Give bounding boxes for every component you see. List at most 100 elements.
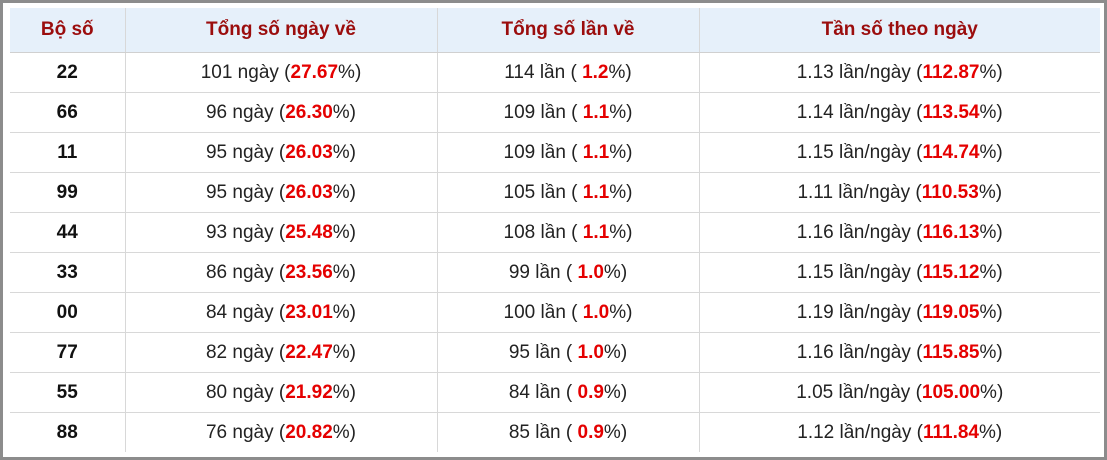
cell-text: 108 lần ( — [503, 221, 583, 243]
cell-text: 1.16 lần/ngày ( — [796, 341, 923, 363]
percent-value: 26.30 — [285, 101, 333, 123]
cell-text: %) — [609, 141, 633, 163]
stat-cell: 84 lần ( 0.9%) — [437, 372, 700, 413]
cell-text: %) — [979, 421, 1003, 443]
cell-text: %) — [979, 61, 1003, 83]
table-row: 99 95 ngày (26.03%) 105 lần ( 1.1%) 1.11 lầ… — [10, 172, 1100, 213]
percent-value: 1.1 — [582, 101, 610, 123]
percent-value: 21.92 — [285, 381, 333, 403]
percent-value: 26.03 — [285, 141, 333, 163]
column-header: Bộ số — [10, 8, 126, 53]
percent-value: 111.84 — [922, 421, 979, 443]
stat-cell: 96 ngày (26.30%) — [125, 92, 438, 133]
percent-value: 1.0 — [577, 261, 604, 283]
cell-text: 84 lần ( — [508, 381, 578, 403]
stat-cell: 95 ngày (26.03%) — [125, 132, 438, 173]
stat-cell: 85 lần ( 0.9%) — [437, 412, 700, 452]
percent-value: 115.12 — [922, 261, 980, 283]
stat-cell: 1.14 lần/ngày (113.54%) — [699, 92, 1100, 133]
cell-text: %) — [332, 261, 356, 283]
percent-value: 0.9 — [577, 421, 604, 443]
table-body: 22 101 ngày (27.67%) 114 lần ( 1.2%) 1.13 l… — [10, 52, 1100, 453]
number-pair: 33 — [10, 252, 126, 293]
cell-text: 85 lần ( — [508, 421, 578, 443]
percent-value: 23.01 — [285, 301, 333, 323]
cell-text: %) — [979, 301, 1003, 323]
stat-cell: 1.12 lần/ngày (111.84%) — [699, 413, 1100, 453]
stat-cell: 1.11 lần/ngày (110.53%) — [699, 172, 1100, 213]
cell-text: %) — [979, 101, 1003, 123]
cell-text: 1.12 lần/ngày ( — [797, 421, 923, 443]
cell-text: 95 lần ( — [508, 341, 578, 363]
cell-text: %) — [332, 421, 356, 443]
percent-value: 25.48 — [285, 221, 333, 243]
cell-text: 95 ngày ( — [205, 141, 286, 163]
cell-text: %) — [332, 141, 356, 163]
cell-text: 1.15 lần/ngày ( — [796, 141, 923, 163]
table-row: 22 101 ngày (27.67%) 114 lần ( 1.2%) 1.13 l… — [10, 52, 1100, 93]
number-pair: 88 — [10, 412, 126, 452]
table-row: 55 80 ngày (21.92%) 84 lần ( 0.9%) 1.05 lần… — [10, 372, 1100, 413]
cell-text: 114 lần ( — [504, 61, 583, 83]
stat-cell: 1.15 lần/ngày (114.74%) — [699, 132, 1100, 173]
number-pair: 55 — [10, 372, 126, 413]
cell-text: 100 lần ( — [503, 301, 583, 323]
cell-text: %) — [603, 421, 628, 443]
table-row: 66 96 ngày (26.30%) 109 lần ( 1.1%) 1.14 lầ… — [10, 92, 1100, 133]
percent-value: 110.53 — [921, 181, 979, 203]
cell-text: %) — [332, 301, 356, 323]
column-header: Tổng số ngày về — [125, 8, 438, 53]
table-row: 44 93 ngày (25.48%) 108 lần ( 1.1%) 1.16 lầ… — [10, 212, 1100, 253]
cell-text: %) — [338, 61, 362, 83]
cell-text: %) — [608, 61, 632, 83]
cell-text: 101 ngày ( — [200, 61, 291, 83]
percent-value: 1.1 — [582, 181, 610, 203]
table-row: 77 82 ngày (22.47%) 95 lần ( 1.0%) 1.16 lần… — [10, 332, 1100, 373]
percent-value: 119.05 — [922, 301, 980, 323]
cell-text: %) — [609, 101, 633, 123]
cell-text: %) — [332, 101, 356, 123]
cell-text: 1.16 lần/ngày ( — [796, 221, 923, 243]
percent-value: 115.85 — [922, 341, 980, 363]
stats-table: Bộ số Tổng số ngày về Tổng số lần về Tần số… — [10, 8, 1100, 452]
number-pair: 22 — [10, 52, 126, 93]
cell-text: 1.13 lần/ngày ( — [796, 61, 923, 83]
cell-text: %) — [979, 261, 1003, 283]
percent-value: 1.1 — [582, 221, 610, 243]
percent-value: 114.74 — [922, 141, 980, 163]
cell-text: %) — [603, 381, 628, 403]
cell-text: 109 lần ( — [503, 101, 583, 123]
cell-text: %) — [609, 181, 633, 203]
cell-text: 84 ngày ( — [205, 301, 286, 323]
cell-text: %) — [332, 341, 356, 363]
cell-text: 99 lần ( — [508, 261, 578, 283]
percent-value: 0.9 — [577, 381, 604, 403]
number-pair: 11 — [10, 132, 126, 173]
header-row: Bộ số Tổng số ngày về Tổng số lần về Tần số… — [10, 8, 1100, 53]
cell-text: 1.05 lần/ngày ( — [796, 381, 922, 403]
stat-cell: 80 ngày (21.92%) — [125, 372, 438, 413]
column-header: Tổng số lần về — [437, 8, 700, 53]
percent-value: 1.0 — [577, 341, 604, 363]
stat-cell: 86 ngày (23.56%) — [125, 252, 438, 293]
stat-cell: 1.13 lần/ngày (112.87%) — [699, 52, 1100, 93]
cell-text: 1.14 lần/ngày ( — [796, 101, 923, 123]
table-row: 00 84 ngày (23.01%) 100 lần ( 1.0%) 1.19 lầ… — [10, 292, 1100, 333]
cell-text: %) — [609, 221, 633, 243]
cell-text: 80 ngày ( — [205, 381, 286, 403]
stat-cell: 100 lần ( 1.0%) — [437, 292, 700, 333]
cell-text: 93 ngày ( — [205, 221, 286, 243]
cell-text: %) — [978, 181, 1003, 203]
percent-value: 20.82 — [285, 421, 333, 443]
percent-value: 113.54 — [922, 101, 980, 123]
stat-cell: 1.16 lần/ngày (115.85%) — [699, 332, 1100, 373]
percent-value: 27.67 — [290, 61, 339, 83]
table-row: 11 95 ngày (26.03%) 109 lần ( 1.1%) 1.15 lầ… — [10, 132, 1100, 173]
percent-value: 1.2 — [582, 61, 609, 83]
stat-cell: 93 ngày (25.48%) — [125, 212, 438, 253]
stat-cell: 95 lần ( 1.0%) — [437, 332, 700, 373]
cell-text: %) — [979, 221, 1003, 243]
cell-text: 109 lần ( — [503, 141, 583, 163]
cell-text: 76 ngày ( — [205, 421, 286, 443]
